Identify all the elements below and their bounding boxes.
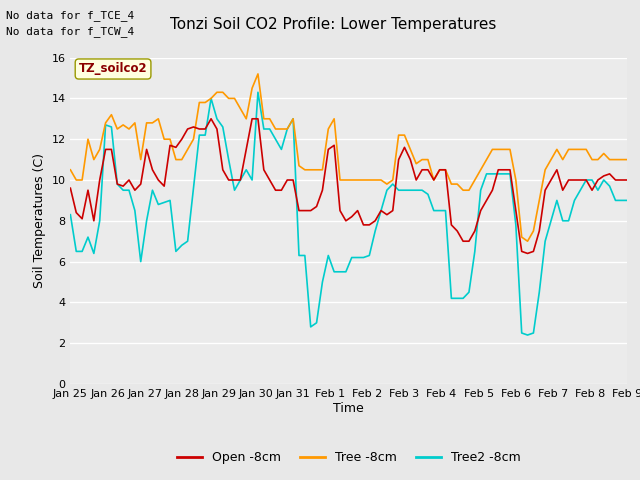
X-axis label: Time: Time [333,402,364,415]
Text: No data for f_TCW_4: No data for f_TCW_4 [6,26,134,37]
Text: No data for f_TCE_4: No data for f_TCE_4 [6,10,134,21]
Text: TZ_soilco2: TZ_soilco2 [79,62,147,75]
Text: Tonzi Soil CO2 Profile: Lower Temperatures: Tonzi Soil CO2 Profile: Lower Temperatur… [170,17,496,32]
Legend: Open -8cm, Tree -8cm, Tree2 -8cm: Open -8cm, Tree -8cm, Tree2 -8cm [172,446,525,469]
Y-axis label: Soil Temperatures (C): Soil Temperatures (C) [33,153,46,288]
